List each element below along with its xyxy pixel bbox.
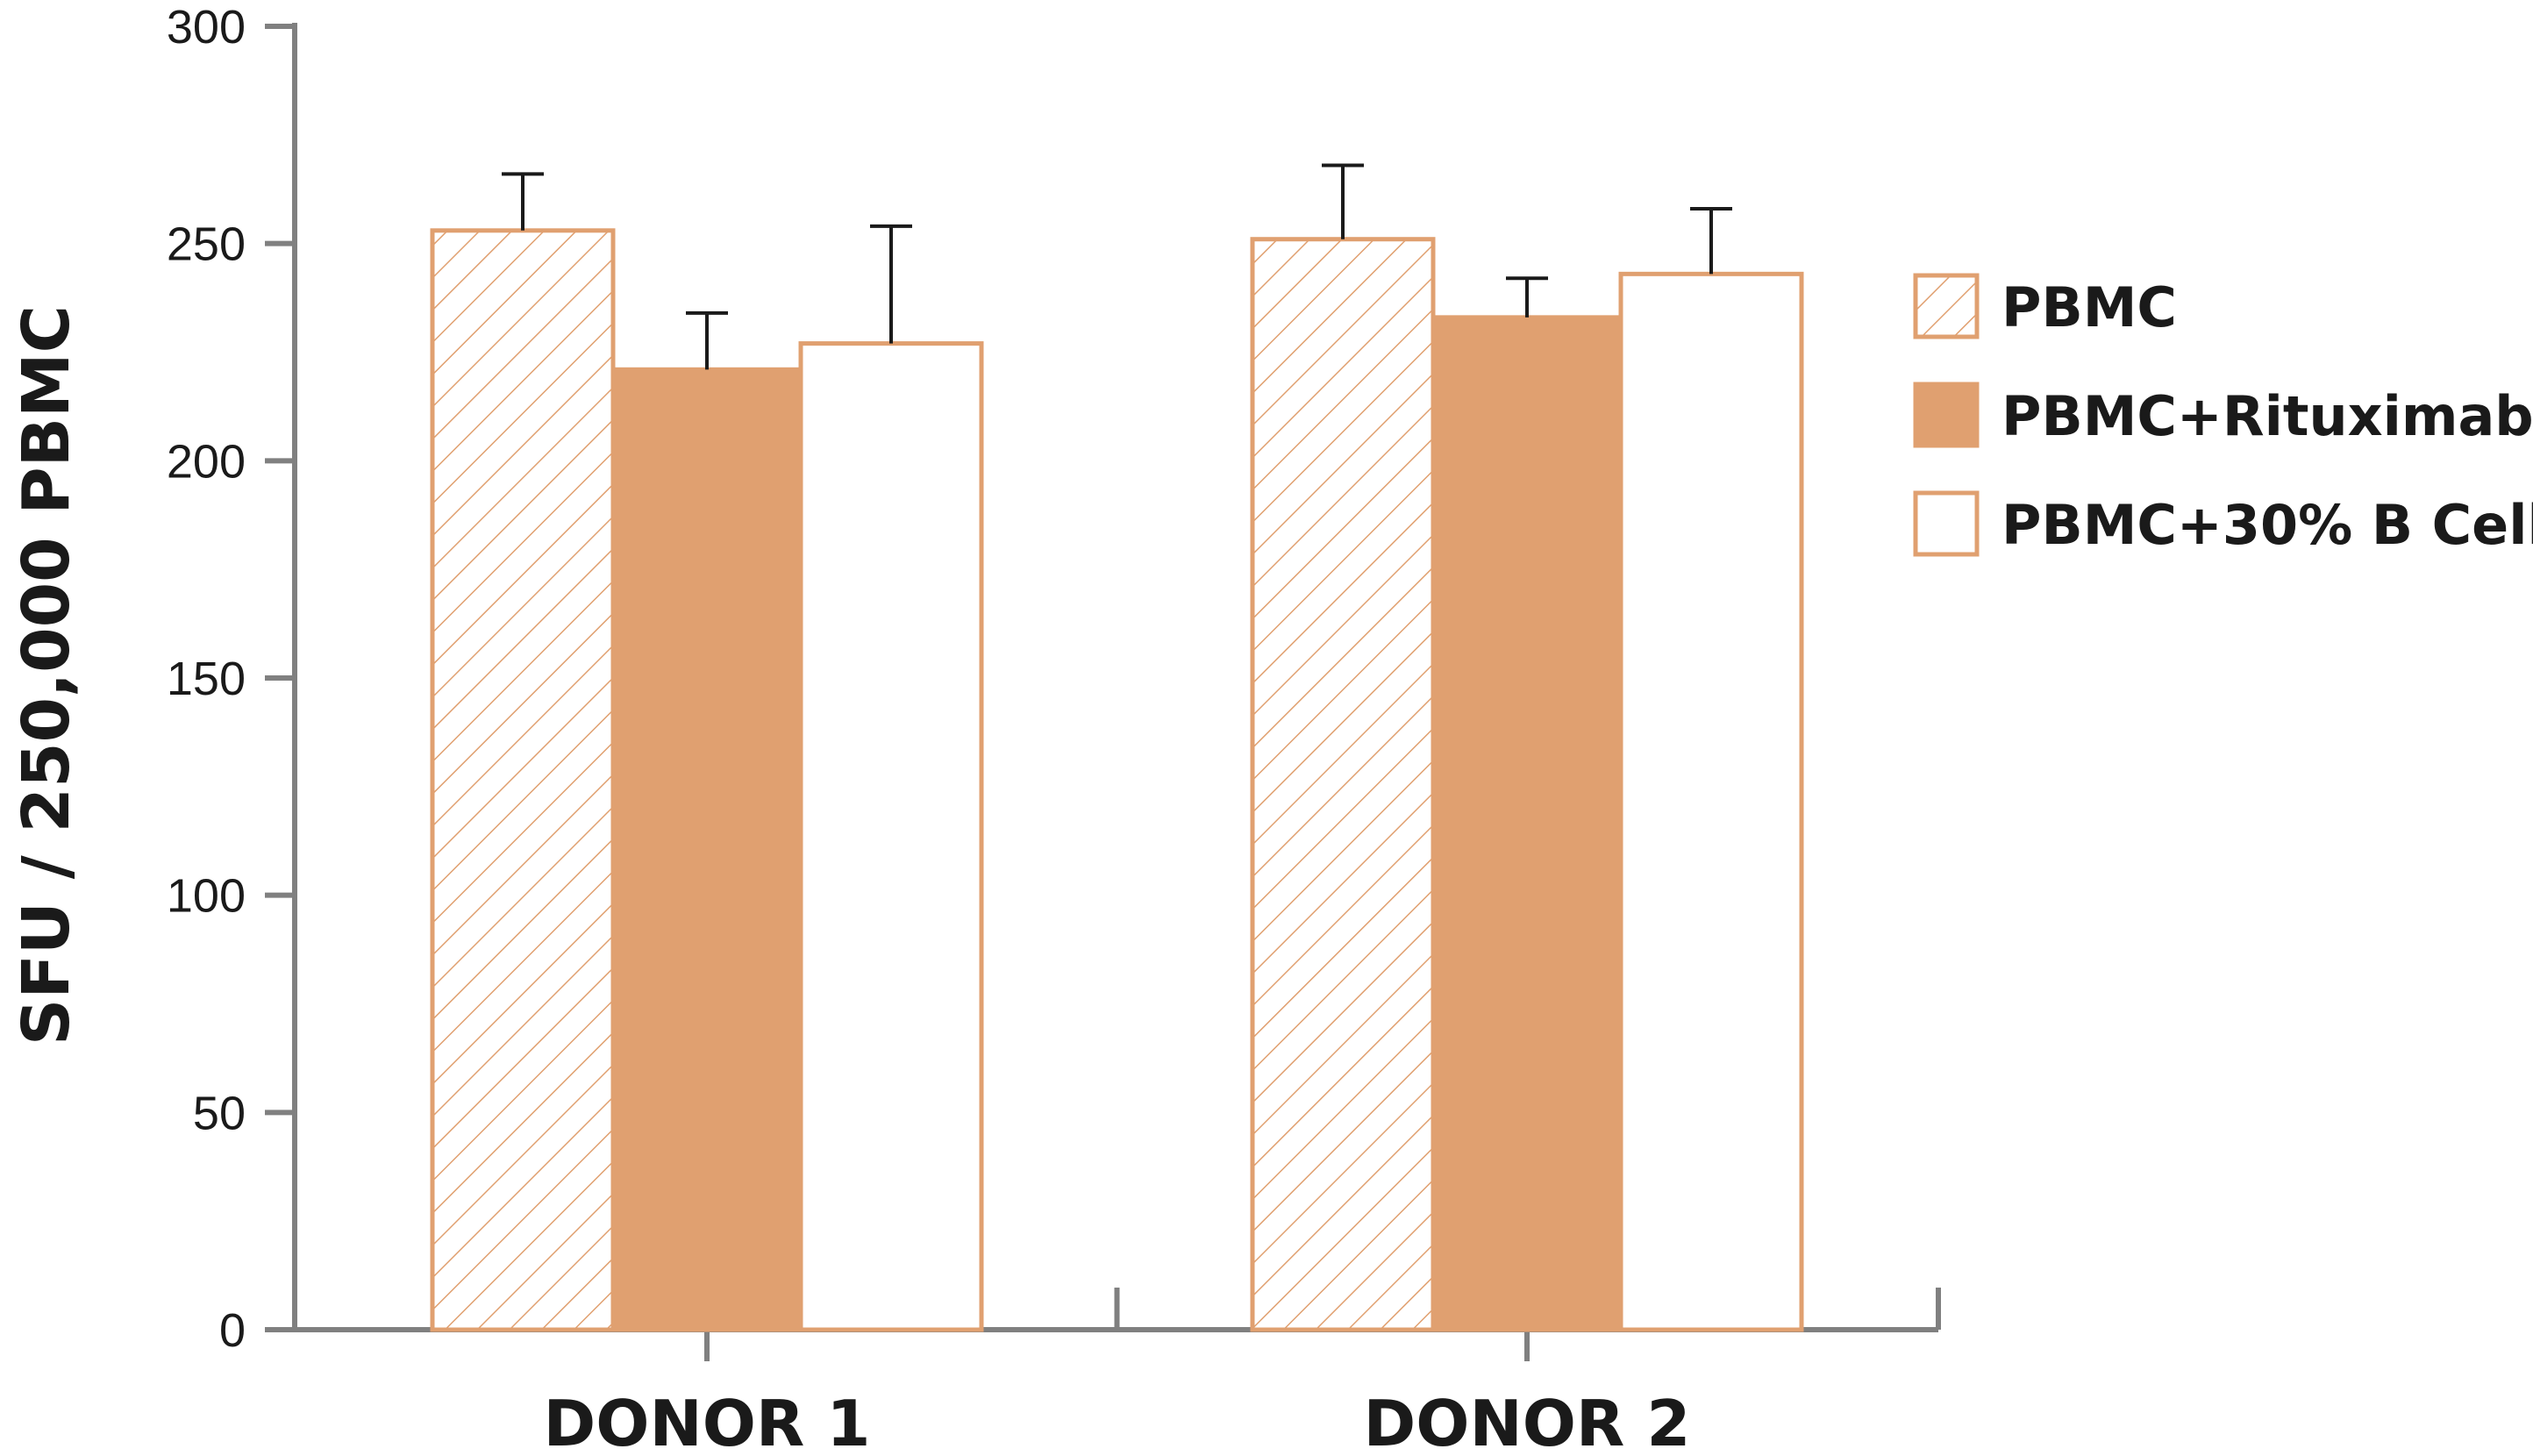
legend-swatch (1913, 273, 1980, 339)
legend-swatch (1913, 382, 1980, 448)
y-tick-label: 100 (167, 870, 246, 923)
y-tick-label: 50 (193, 1087, 246, 1139)
legend-swatch (1913, 490, 1980, 557)
legend-label: PBMC+Rituximab (2001, 384, 2533, 448)
bar-pbmc-rituximab-donor-2 (1434, 315, 1620, 1332)
y-tick-label: 0 (219, 1304, 246, 1357)
legend: PBMC PBMC+Rituximab PBMC+30% B Cells (1913, 273, 2533, 557)
legend-label: PBMC (2001, 275, 2177, 339)
y-tick-label: 150 (167, 653, 246, 705)
bar-pbmc-donor-2 (1250, 237, 1436, 1332)
x-category-labels: DONOR 1 DONOR 2 (543, 1387, 1690, 1456)
bars (430, 228, 1804, 1332)
y-tick-label: 300 (167, 1, 246, 54)
bar-pbmc-rituximab-donor-1 (614, 367, 800, 1332)
error-bars (502, 163, 1732, 370)
x-category-label: DONOR 1 (543, 1387, 870, 1456)
x-category-label: DONOR 2 (1363, 1387, 1690, 1456)
bar-pbmc-donor-1 (430, 228, 616, 1332)
bar-pbmc-30-b-cells-donor-1 (798, 341, 984, 1332)
y-tick-label: 250 (167, 218, 246, 271)
y-tick-label: 200 (167, 435, 246, 488)
y-tick-labels: 0 50 100 150 200 250 300 (167, 1, 246, 1357)
bar-pbmc-30-b-cells-donor-2 (1618, 271, 1804, 1332)
legend-label: PBMC+30% B Cells (2001, 493, 2533, 557)
y-axis-title: SFU / 250,000 PBMC (9, 305, 84, 1046)
